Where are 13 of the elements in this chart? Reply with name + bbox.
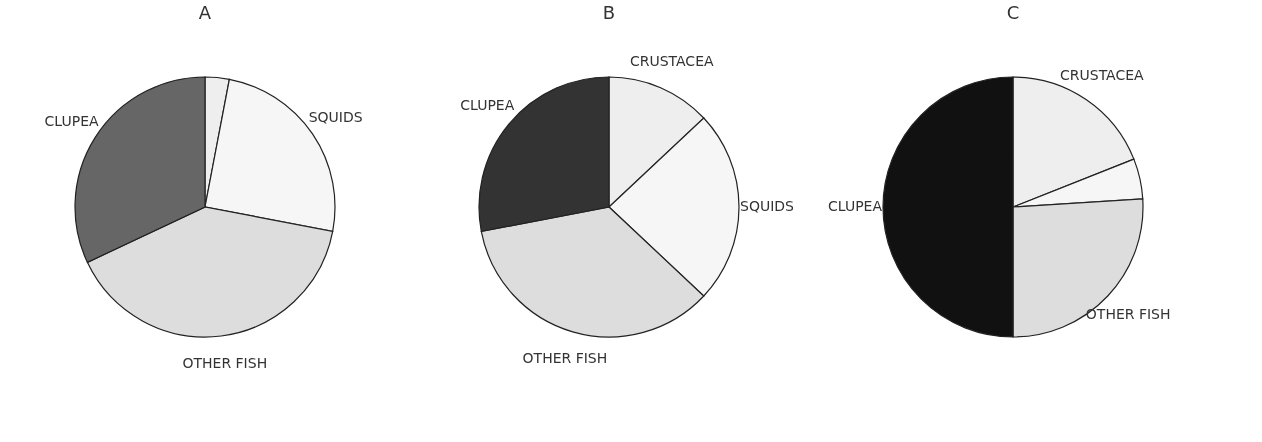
chart-title: B [602,2,616,23]
slice-label: OTHER FISH [182,354,268,371]
slice-label: OTHER FISH [1085,306,1171,323]
chart-title: A [198,2,212,23]
slice-label: CLUPEA [460,97,515,114]
slice-label: CLUPEA [44,113,100,130]
slice-label: CRUSTACEA [1059,67,1145,84]
slice-label: SQUIDS [308,109,363,126]
slice-label: CRUSTACEA [629,52,714,69]
slice-label: OTHER FISH [522,349,608,366]
chart-title: C [1006,2,1020,23]
slice-label: CLUPEA [828,198,883,214]
slice-label: SQUIDS [740,198,795,214]
